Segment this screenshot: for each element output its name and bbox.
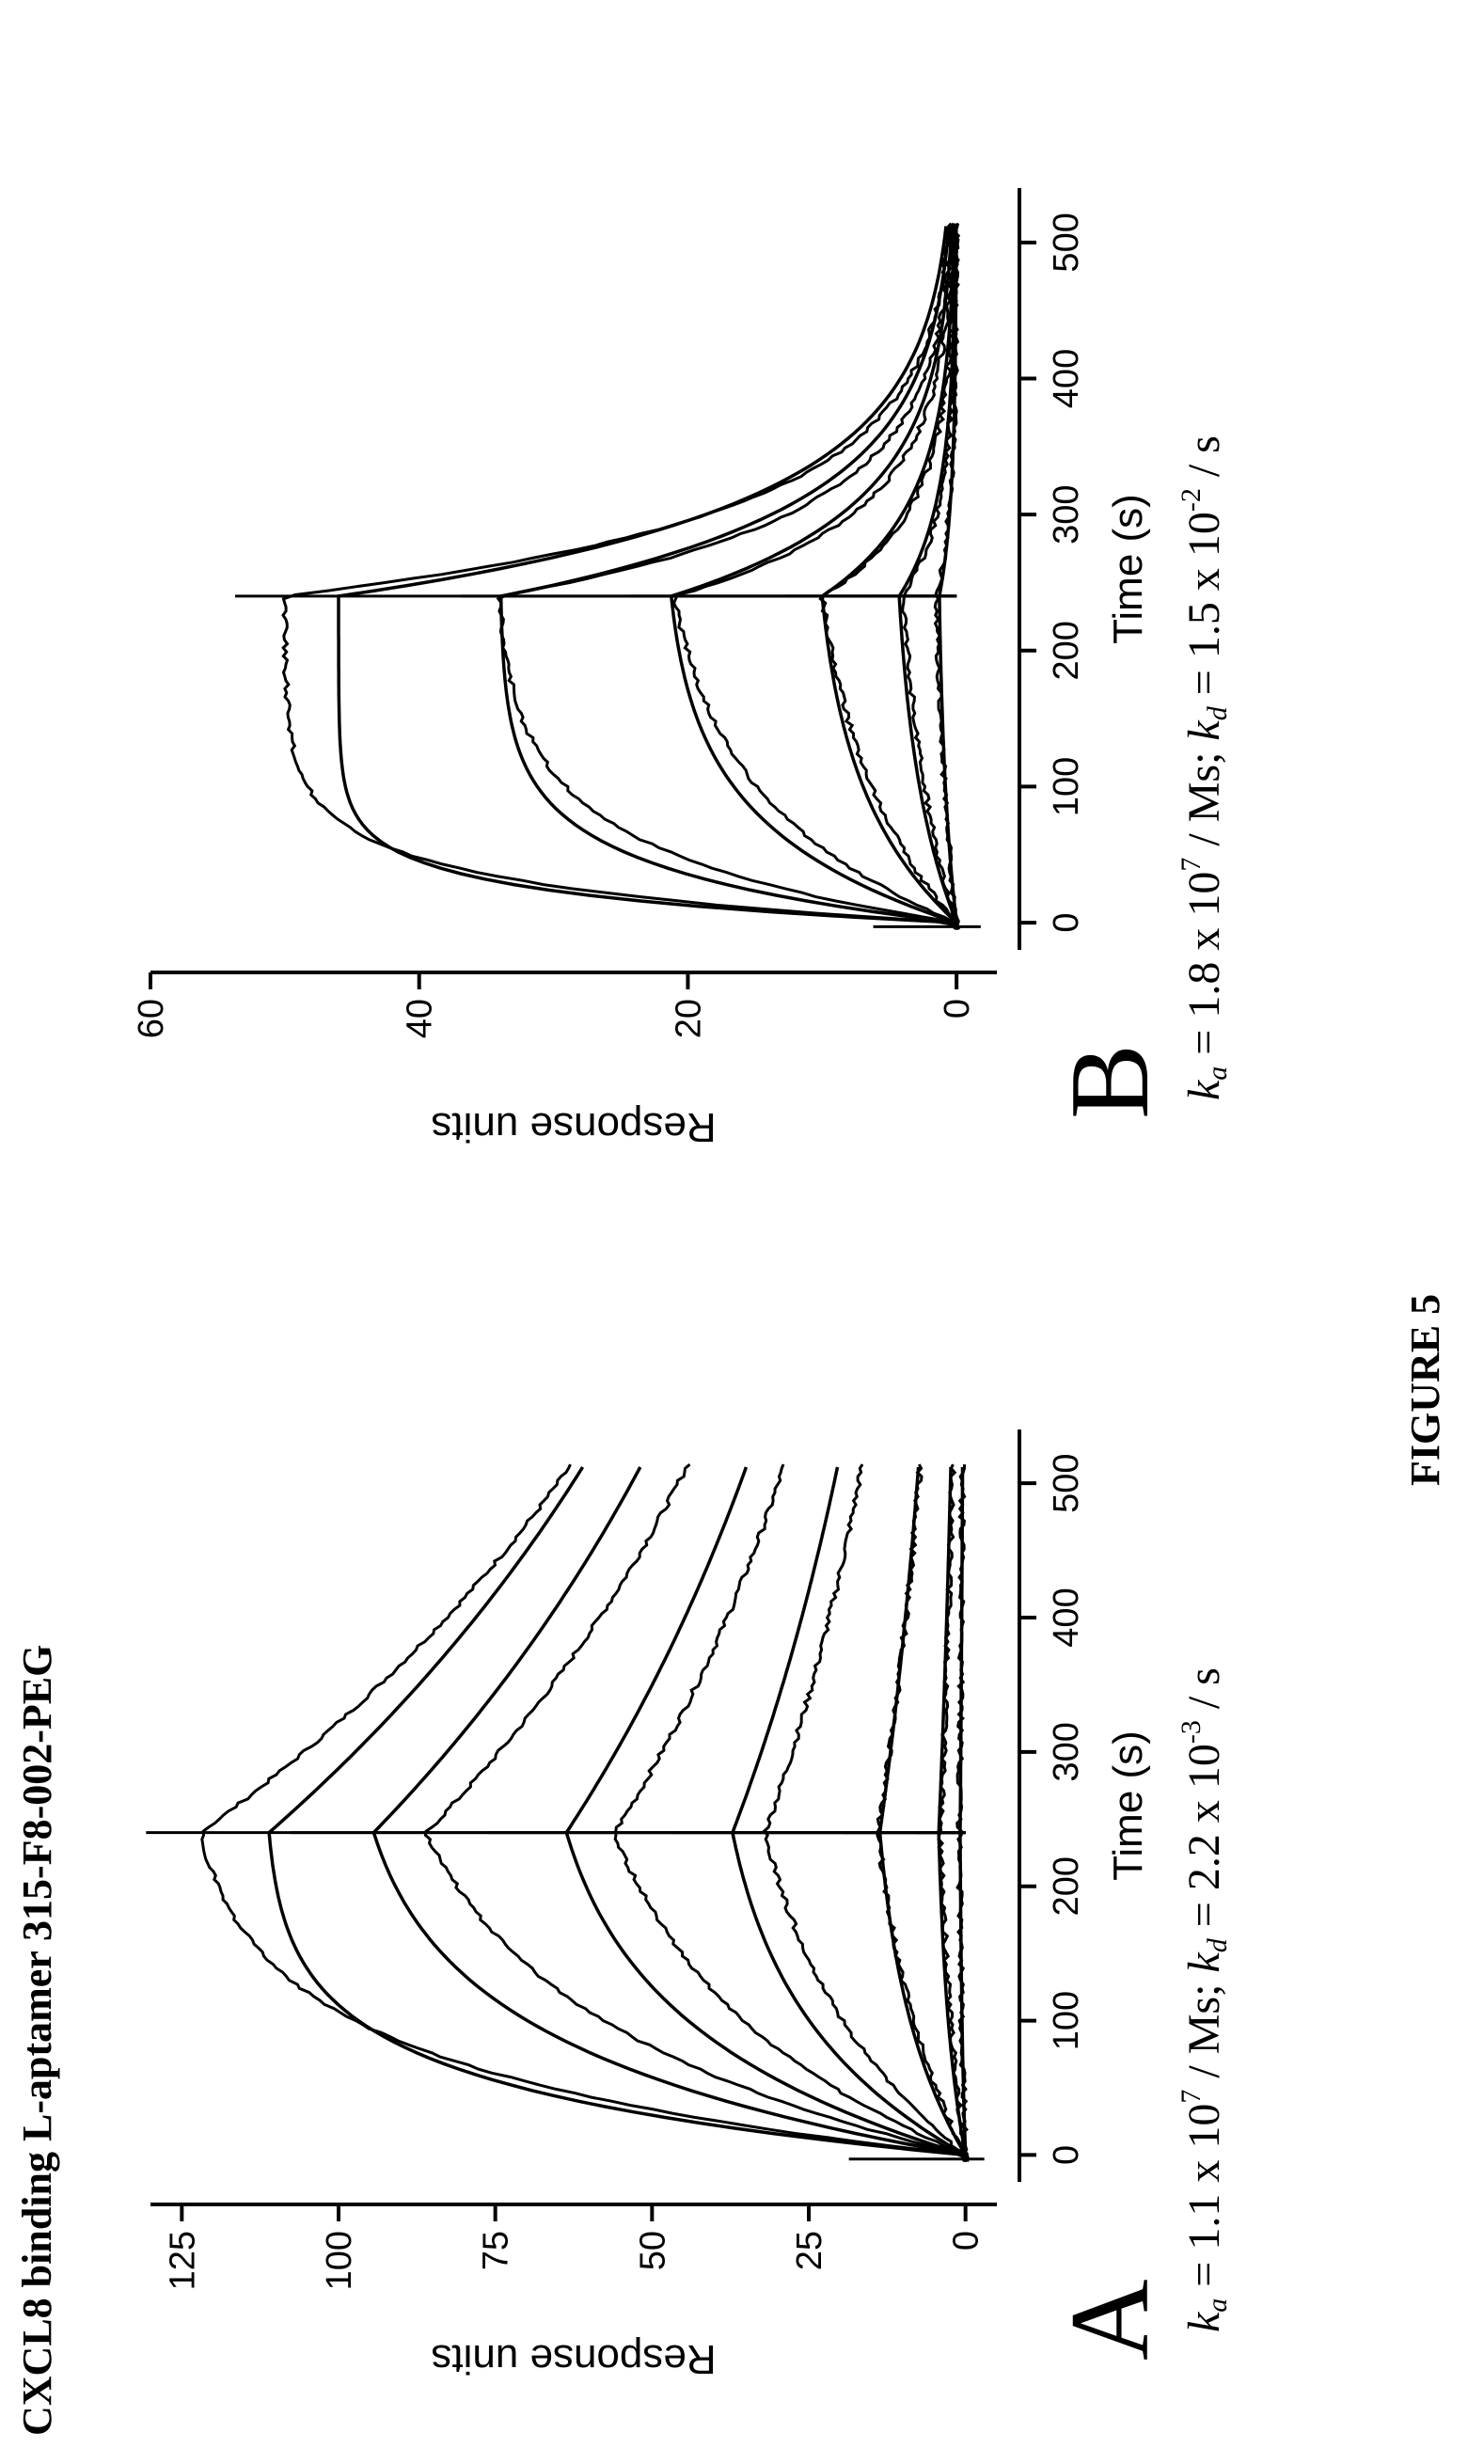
panel-a-ka-value: 1.1 [1179, 2193, 1229, 2251]
panel-b-x-tick-label: 400 [1047, 349, 1086, 408]
panel-b-x-tick-label: 500 [1047, 213, 1086, 272]
panel-a-y-tick-label: 100 [320, 2231, 359, 2290]
panel-b-kd-value: 1.5 [1179, 602, 1229, 659]
panel-a-observed-curve [762, 1463, 969, 2162]
panel-a-observed-curve [937, 1463, 970, 2162]
panel-a-rate-caption: ka = 1.1 x 107 / Ms; kd = 2.2 x 10-3 / s [1176, 1667, 1233, 2332]
panel-b-y-tick-label: 40 [401, 999, 440, 1038]
panel-a-kd-unit: / s [1179, 1667, 1229, 1710]
panel-a-fit-curve [267, 1466, 966, 2157]
panel-a-y-axis-label: Response units [431, 2336, 716, 2382]
panel-a-y-tick-label: 75 [477, 2231, 516, 2270]
panel-b-ka-unit: / Ms [1179, 764, 1229, 846]
panel-b-y-tick-label: 20 [669, 999, 708, 1038]
panel-b-observed-curve [933, 223, 961, 930]
panel-a-fit-curve [564, 1466, 967, 2157]
panel-b-y-tick-label: 0 [938, 999, 977, 1019]
panel-b-observed-curve [818, 223, 959, 930]
panel-b-y-axis-label: Response units [431, 1104, 716, 1150]
panel-b-kd-exponent: -2 [1176, 488, 1207, 513]
panel-a-observed-curve [200, 1463, 968, 2162]
panel-a-y-tick-label: 0 [947, 2231, 987, 2251]
panel-b-observed-curve [671, 223, 959, 930]
panel-b-fit-curve [669, 226, 957, 924]
panel-a-ka-unit: / Ms [1179, 1996, 1229, 2078]
panel-a-fit-curve [877, 1466, 968, 2156]
panel-b-rate-caption: ka = 1.8 x 107 / Ms; kd = 1.5 x 10-2 / s [1176, 435, 1233, 1100]
panel-b-ka-exponent: 7 [1176, 857, 1207, 872]
panel-b-x-tick-label: 0 [1047, 913, 1086, 933]
panel-b-fit-curve [337, 226, 957, 924]
panel-b-y-tick-label: 60 [132, 999, 171, 1038]
panel-b-x-tick-label: 200 [1047, 621, 1086, 680]
panel-a-x-tick-label: 100 [1047, 1991, 1086, 2050]
panel-a-observed-curve [955, 1464, 969, 2163]
panel-a-x-tick-label: 0 [1047, 2145, 1086, 2165]
panel-a-x-tick-label: 500 [1047, 1453, 1086, 1512]
panel-b-x-tick-label: 100 [1047, 757, 1086, 816]
panel-b-observed-curve [281, 222, 961, 930]
panel-b-fit-curve [820, 226, 958, 924]
panel-b-x-tick-label: 300 [1047, 484, 1086, 544]
panel-a-kd-value: 2.2 [1179, 1834, 1229, 1891]
panel-a-observed-curve [613, 1463, 968, 2163]
panel-b-ka-value: 1.8 [1179, 961, 1229, 1019]
panel-a-observed-curve [423, 1462, 966, 2162]
panel-a-fit-curve [731, 1466, 967, 2156]
panel-a-y-tick-label: 25 [790, 2231, 829, 2270]
panel-b-fit-curve [897, 226, 958, 924]
panel-a-observed-curve [876, 1463, 969, 2163]
panel-a-fit-curve [371, 1466, 967, 2157]
panel-b-x-axis-label: Time (s) [1105, 494, 1151, 644]
panel-a-ka-exponent: 7 [1176, 2089, 1207, 2104]
panel-a-x-tick-label: 400 [1047, 1587, 1086, 1647]
panel-a-x-tick-label: 300 [1047, 1722, 1086, 1781]
panel-b-kd-unit: / s [1179, 435, 1229, 478]
panel-a-y-tick-label: 50 [633, 2231, 672, 2270]
panel-a-x-tick-label: 200 [1047, 1856, 1086, 1916]
panel-a-x-axis-label: Time (s) [1105, 1730, 1151, 1881]
panel-a-y-tick-label: 125 [163, 2231, 202, 2290]
figure-number-label: FIGURE 5 [1402, 1293, 1448, 1486]
panel-a-kd-exponent: -3 [1176, 1720, 1207, 1745]
panel-b-observed-curve [496, 222, 958, 930]
